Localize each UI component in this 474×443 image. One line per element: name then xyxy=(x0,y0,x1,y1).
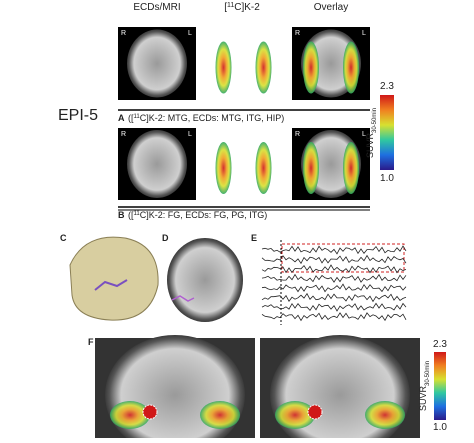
header-overlay: Overlay xyxy=(314,2,348,13)
uptake xyxy=(110,401,150,429)
brain xyxy=(127,130,187,198)
colorbar-min: 1.0 xyxy=(380,173,394,184)
coronal-mri xyxy=(167,238,243,322)
side-r: R xyxy=(121,30,126,37)
letter-a: A xyxy=(118,113,125,123)
uptake xyxy=(215,41,232,94)
uptake xyxy=(255,41,272,94)
header-mri: ECDs/MRI xyxy=(133,2,180,13)
side-r: R xyxy=(121,131,126,138)
colorbar-max: 2.3 xyxy=(380,81,394,92)
eeg-trace xyxy=(261,302,407,312)
side-l: L xyxy=(188,131,192,138)
header-tracer: [11C]K-2 xyxy=(224,2,260,13)
eeg-trace xyxy=(261,292,407,303)
letter-d: D xyxy=(162,233,169,243)
letter-e: E xyxy=(251,233,257,243)
colorbar-bottom: 2.3 1.0 SUVR30-50min xyxy=(418,339,447,433)
patient-label: EPI-5 xyxy=(58,107,98,124)
electrode xyxy=(94,279,128,291)
side-l: L xyxy=(362,131,366,138)
eeg-trace xyxy=(261,312,407,322)
eeg-trace xyxy=(261,245,407,255)
uptake xyxy=(303,41,319,94)
brain-3d xyxy=(69,236,159,321)
side-r: R xyxy=(208,131,213,138)
uptake xyxy=(343,41,359,94)
colorbar-label: SUVR30-50min xyxy=(418,361,431,411)
caption-a: ([11C]K-2: MTG, ECDs: MTG, ITG, HIP) xyxy=(128,113,284,123)
electrode xyxy=(171,295,195,302)
side-l: L xyxy=(274,30,278,37)
colorbar xyxy=(380,95,394,170)
highlight-box xyxy=(281,243,405,273)
uptake xyxy=(215,142,232,194)
letter-c: C xyxy=(60,233,67,243)
brain-rows: R L R L R L R L R L R L xyxy=(118,27,370,200)
focus xyxy=(142,404,158,420)
colorbar xyxy=(434,352,446,420)
uptake xyxy=(303,142,319,194)
uptake xyxy=(255,142,272,194)
side-r: R xyxy=(295,30,300,37)
side-r: R xyxy=(208,30,213,37)
eeg-trace xyxy=(261,264,407,274)
caption-b: ([11C]K-2: FG, ECDs: FG, PG, ITG) xyxy=(128,210,267,220)
uptake xyxy=(275,401,315,429)
side-l: L xyxy=(362,30,366,37)
side-l: L xyxy=(188,30,192,37)
eeg-trace xyxy=(261,273,407,283)
colorbar-min: 1.0 xyxy=(433,422,447,433)
uptake xyxy=(365,401,405,429)
letter-f: F xyxy=(88,337,94,347)
colorbar-label: SUVR30-50min xyxy=(365,108,378,158)
colorbar-top: 2.3 1.0 SUVR30-50min xyxy=(365,81,394,184)
uptake xyxy=(343,142,359,194)
eeg-traces xyxy=(261,240,407,325)
brain xyxy=(127,29,187,98)
column-headers: ECDs/MRI [11C]K-2 Overlay xyxy=(133,2,348,13)
coronal-pet xyxy=(95,335,420,443)
uptake xyxy=(200,401,240,429)
focus xyxy=(307,404,323,420)
side-r: R xyxy=(295,131,300,138)
eeg-trace xyxy=(261,283,407,293)
letter-b: B xyxy=(118,210,125,220)
side-l: L xyxy=(274,131,278,138)
eeg-trace xyxy=(261,254,407,265)
colorbar-max: 2.3 xyxy=(433,339,447,350)
